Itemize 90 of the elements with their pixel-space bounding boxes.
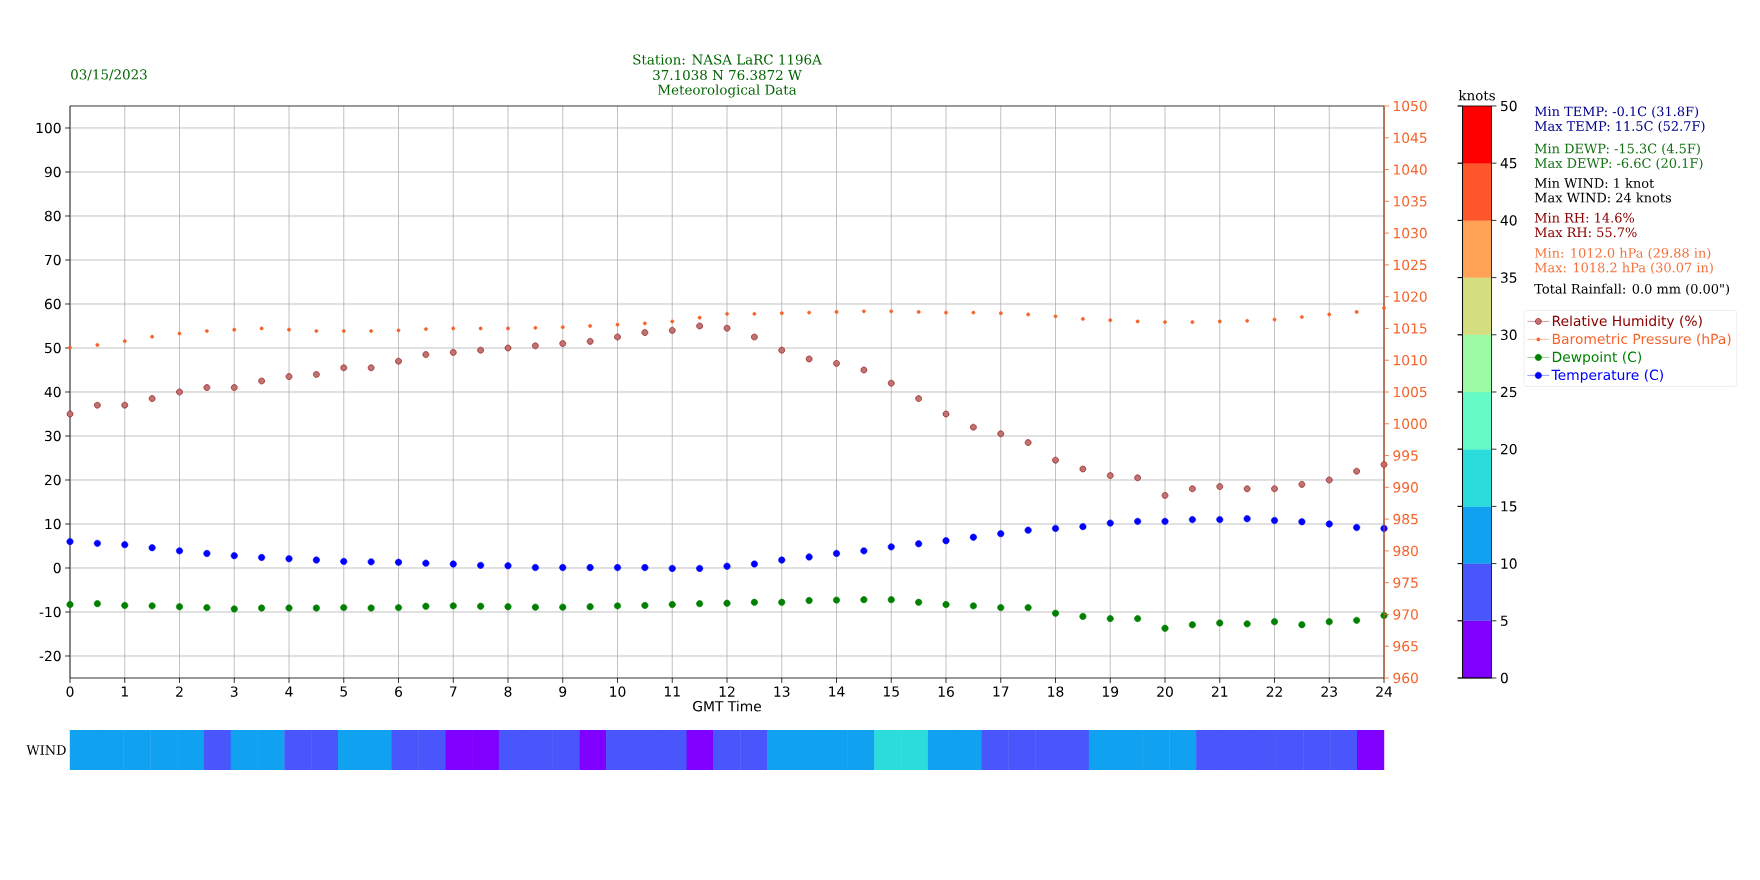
color-bar-label: 5 [1501, 615, 1508, 626]
y-tick-label: 90 [44, 166, 61, 178]
y2-tick-label: 975 [1393, 577, 1418, 588]
text: Max DEWP: -6.6C (20.1F) [1534, 157, 1703, 170]
text: Max TEMP: 11.5C (52.7F) [1534, 120, 1705, 133]
y-tick-label: 80 [44, 210, 61, 222]
text: Min TEMP: -0.1C (31.8F) [1534, 106, 1699, 119]
legend-label: Barometric Pressure (hPa) [1552, 333, 1731, 346]
x-tick-label: 22 [1266, 686, 1282, 697]
color-bar-label: 15 [1501, 501, 1517, 512]
y2-tick-label: 1025 [1393, 259, 1427, 271]
x-tick-label: 17 [993, 686, 1009, 697]
x-axis-title: GMT Time [693, 700, 762, 712]
y2-tick-label: 960 [1393, 672, 1418, 684]
y2-tick-label: 1020 [1393, 291, 1427, 302]
y-tick-label: 30 [45, 430, 61, 442]
x-tick-label: 2 [176, 686, 183, 697]
y2-tick-label: 990 [1393, 482, 1418, 493]
y-tick-label: -20 [39, 650, 61, 662]
x-tick-label: 1 [121, 686, 128, 697]
x-tick-label: 23 [1321, 686, 1337, 697]
y2-tick-label: 1000 [1393, 418, 1427, 430]
text: Total Rainfall: 0.0 mm (0.00") [1534, 283, 1730, 296]
x-tick-label: 16 [938, 686, 954, 697]
color-bar-label: 35 [1500, 272, 1517, 283]
y2-tick-label: 970 [1393, 609, 1418, 620]
color-bar-label: 0 [1500, 672, 1508, 684]
text: Max: 1018.2 hPa (30.07 in) [1534, 262, 1713, 275]
x-tick-label: 12 [719, 686, 735, 697]
y2-tick-label: 965 [1393, 640, 1418, 652]
y2-tick-label: 980 [1393, 545, 1418, 557]
y-tick-label: 0 [53, 562, 61, 574]
x-tick-label: 19 [1102, 686, 1119, 697]
y-tick-label: 20 [44, 474, 61, 486]
y2-tick-label: 1010 [1393, 354, 1427, 366]
y2-tick-label: 1045 [1393, 132, 1427, 144]
y-tick-label: 100 [36, 122, 61, 134]
y-tick-label: 60 [44, 298, 61, 310]
y-tick-label: 70 [45, 254, 61, 266]
x-tick-label: 13 [774, 686, 790, 697]
x-tick-label: 5 [340, 686, 347, 697]
x-tick-label: 20 [1157, 686, 1173, 697]
text: Max RH: 55.7% [1534, 227, 1637, 238]
x-tick-label: 15 [883, 686, 899, 697]
x-tick-label: 3 [230, 686, 238, 697]
text: Min: 1012.0 hPa (29.88 in) [1534, 247, 1711, 260]
y-tick-label: -10 [39, 606, 61, 618]
text: Max WIND: 24 knots [1534, 192, 1672, 203]
y-tick-label: 50 [45, 342, 61, 354]
color-bar-label: 40 [1500, 215, 1517, 226]
y2-tick-label: 1030 [1393, 227, 1427, 239]
y2-tick-label: 1050 [1393, 100, 1427, 112]
y2-tick-label: 1015 [1393, 323, 1427, 334]
chart-subtitle: 37.1038 N 76.3872 W [653, 69, 802, 81]
color-bar-label: 50 [1501, 100, 1517, 112]
legend-label: Relative Humidity (%) [1552, 315, 1702, 329]
y2-tick-label: 1005 [1393, 386, 1427, 398]
x-tick-label: 4 [285, 686, 293, 697]
text: Min DEWP: -15.3C (4.5F) [1534, 143, 1700, 156]
text: Min WIND: 1 knot [1534, 177, 1655, 188]
color-bar-label: 30 [1500, 329, 1517, 341]
x-tick-label: 9 [559, 686, 567, 697]
text: Min RH: 14.6% [1534, 212, 1635, 223]
y-tick-label: WIND [26, 745, 66, 755]
x-tick-label: 21 [1211, 686, 1228, 697]
chart-title: Station: NASA LaRC 1196A [633, 54, 822, 65]
y2-tick-label: 985 [1393, 513, 1418, 525]
color-bar-label: 10 [1501, 558, 1517, 569]
x-tick-label: 7 [449, 686, 457, 697]
x-tick-label: 24 [1376, 686, 1393, 697]
color-bar-label: 25 [1500, 386, 1517, 398]
color-bar-title: knots [1458, 90, 1495, 101]
y-tick-label: 40 [44, 386, 61, 398]
text: Meteorological Data [658, 84, 797, 98]
x-tick-label: 6 [395, 686, 403, 697]
legend-label: Dewpoint (C) [1552, 351, 1642, 365]
x-tick-label: 0 [66, 686, 74, 697]
y-tick-label: 10 [45, 518, 61, 530]
x-tick-label: 18 [1048, 686, 1064, 697]
x-tick-label: 8 [504, 686, 512, 697]
y2-tick-label: 995 [1393, 450, 1418, 461]
text: 03/15/2023 [71, 69, 147, 81]
y2-tick-label: 1040 [1393, 164, 1427, 175]
y2-tick-label: 1035 [1393, 196, 1427, 207]
legend-label: Temperature (C) [1551, 369, 1663, 383]
x-tick-label: 11 [664, 686, 680, 697]
x-tick-label: 14 [829, 686, 845, 697]
color-bar-label: 20 [1500, 443, 1517, 455]
x-tick-label: 10 [610, 686, 626, 697]
color-bar-label: 45 [1500, 158, 1517, 169]
